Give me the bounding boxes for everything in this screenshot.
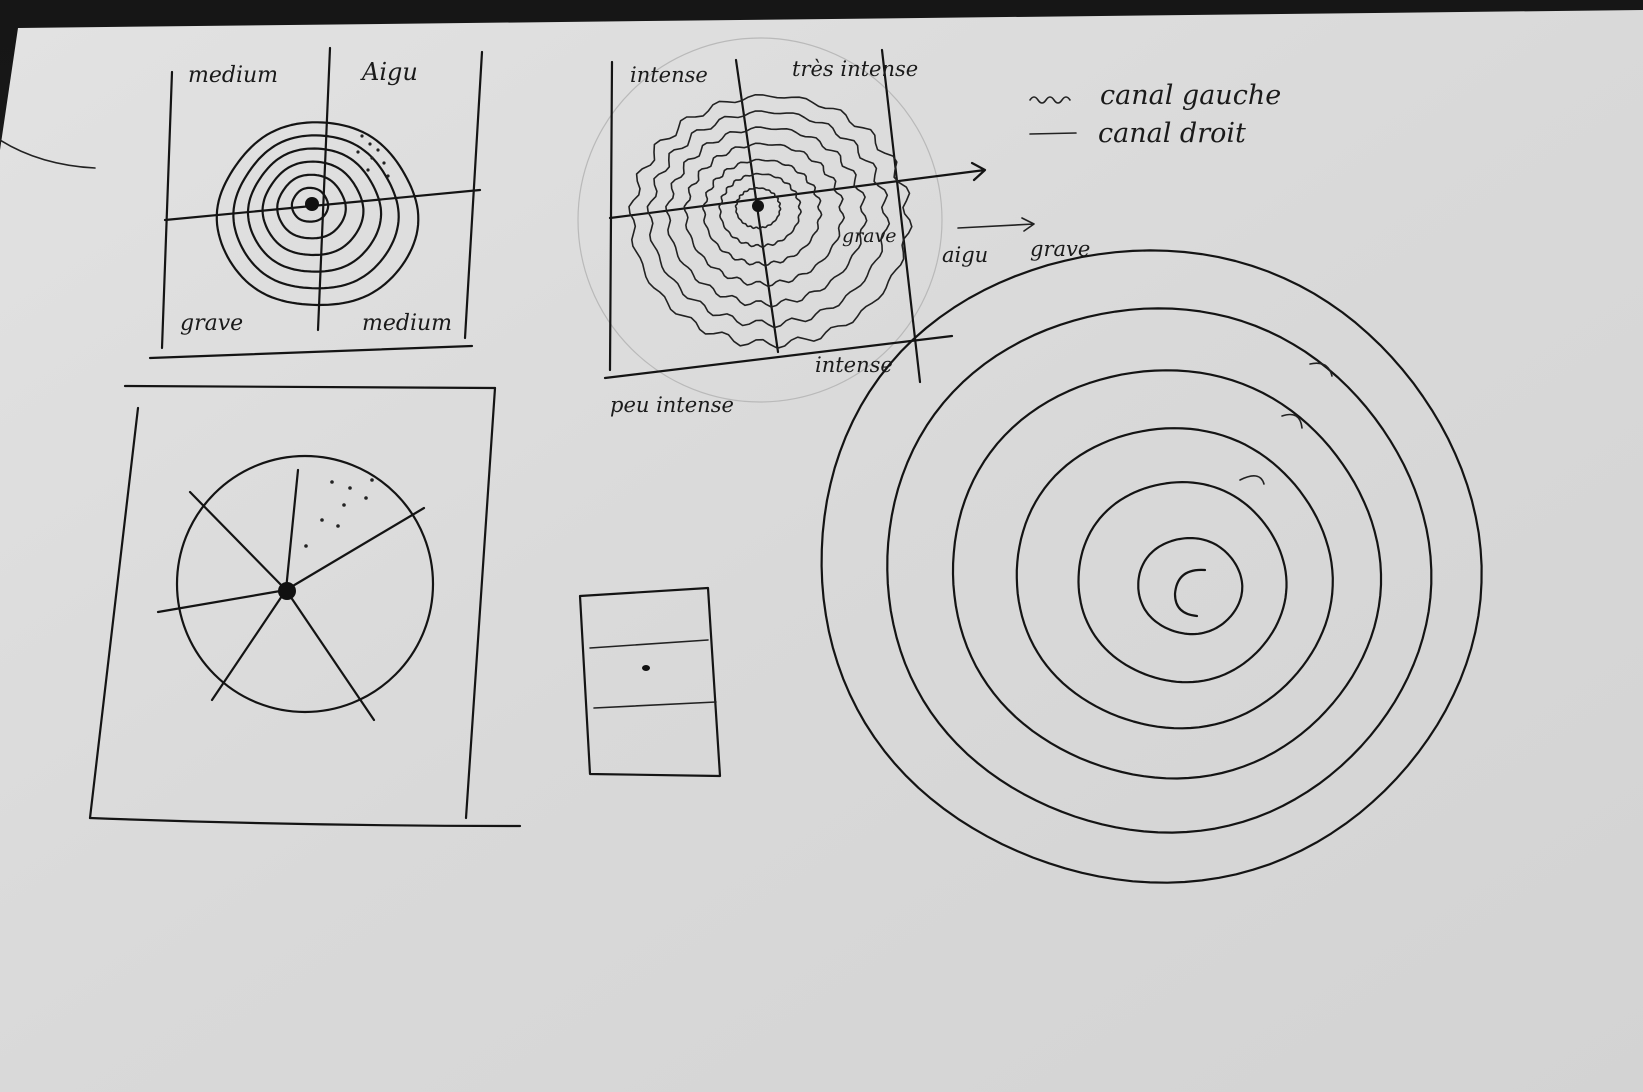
concentric-rings	[215, 121, 420, 307]
ring-6	[215, 121, 420, 307]
wavy-rings	[628, 94, 913, 349]
large-concentric-rings	[820, 249, 1483, 884]
sketch-frequency-quadrants: medium Aigu grave medium	[148, 46, 484, 360]
wavy-ring-7	[628, 94, 913, 349]
frame-left	[608, 60, 614, 372]
label-medium-top: medium	[188, 63, 278, 88]
legend-label-canal-gauche: canal gauche	[1100, 80, 1281, 111]
frame-left	[88, 406, 140, 820]
label-medium-bottom: medium	[362, 311, 452, 336]
label-grave: grave	[180, 311, 243, 336]
stipple-marks	[356, 134, 390, 178]
large-ring-5	[886, 307, 1433, 834]
ring-3	[261, 160, 365, 257]
box-outline	[578, 586, 722, 778]
center-dot	[278, 582, 296, 600]
sketch-pie-sectors	[88, 384, 522, 828]
label-aigu: Aigu	[360, 58, 418, 86]
wavy-ring-5	[665, 126, 868, 308]
label-grave-inner: grave	[842, 225, 897, 247]
spiral-tick-1	[1239, 475, 1265, 485]
direction-arrow	[957, 217, 1035, 232]
ring-1	[290, 186, 330, 223]
frame-bottom	[148, 344, 474, 360]
frame-bottom	[603, 334, 954, 380]
wavy-ring-6	[646, 110, 891, 329]
ring-5	[232, 134, 400, 290]
box-line-lower	[593, 701, 717, 709]
stipple-marks	[304, 478, 374, 548]
legend: canal gauche canal droit	[1029, 80, 1281, 149]
label-intense-top: intense	[630, 63, 708, 87]
large-ring-3	[1015, 427, 1334, 730]
wavy-ring-1	[734, 187, 782, 230]
wavy-ring-4	[683, 142, 845, 288]
large-ring-2	[1077, 481, 1288, 684]
wavy-ring-2	[718, 172, 802, 248]
large-ring-4	[951, 369, 1383, 780]
large-ring-6	[820, 249, 1483, 884]
legend-straight-line	[1029, 132, 1077, 135]
box-line-upper	[589, 639, 709, 649]
edge-stroke	[0, 139, 96, 169]
legend-wavy-line	[1029, 96, 1071, 104]
label-aigu-axis: aigu	[942, 243, 988, 267]
frame-right	[880, 48, 922, 384]
label-peu-intense: peu intense	[610, 393, 734, 417]
pie-circle	[175, 454, 435, 714]
spiral-tick-3	[1309, 362, 1333, 377]
box-dot	[642, 665, 650, 671]
frame-top	[123, 384, 497, 390]
sketch-large-rings	[820, 249, 1483, 884]
inner-spiral-hook	[1173, 568, 1207, 618]
frame-left	[160, 70, 174, 350]
wavy-ring-3	[701, 158, 823, 267]
sketch-intensity-quadrants: intense très intense peu intense intense…	[577, 37, 1090, 417]
frame-bottom	[88, 816, 522, 828]
legend-label-canal-droit: canal droit	[1098, 118, 1246, 149]
axis-horizontal-arrow	[608, 161, 987, 220]
axis-vertical	[316, 46, 332, 332]
large-ring-1	[1137, 537, 1244, 636]
ring-4	[246, 147, 383, 273]
label-tres-intense: très intense	[792, 57, 918, 81]
center-dot	[305, 197, 319, 211]
ring-2	[276, 173, 347, 240]
faint-circle	[577, 37, 943, 403]
frame-right	[463, 50, 484, 340]
pie-sector-lines	[156, 468, 426, 722]
spiral-tick-2	[1281, 413, 1303, 429]
center-dot	[752, 200, 764, 212]
label-intense-bottom: intense	[815, 353, 893, 377]
frame-right	[464, 386, 497, 820]
sketch-small-box	[578, 586, 722, 778]
